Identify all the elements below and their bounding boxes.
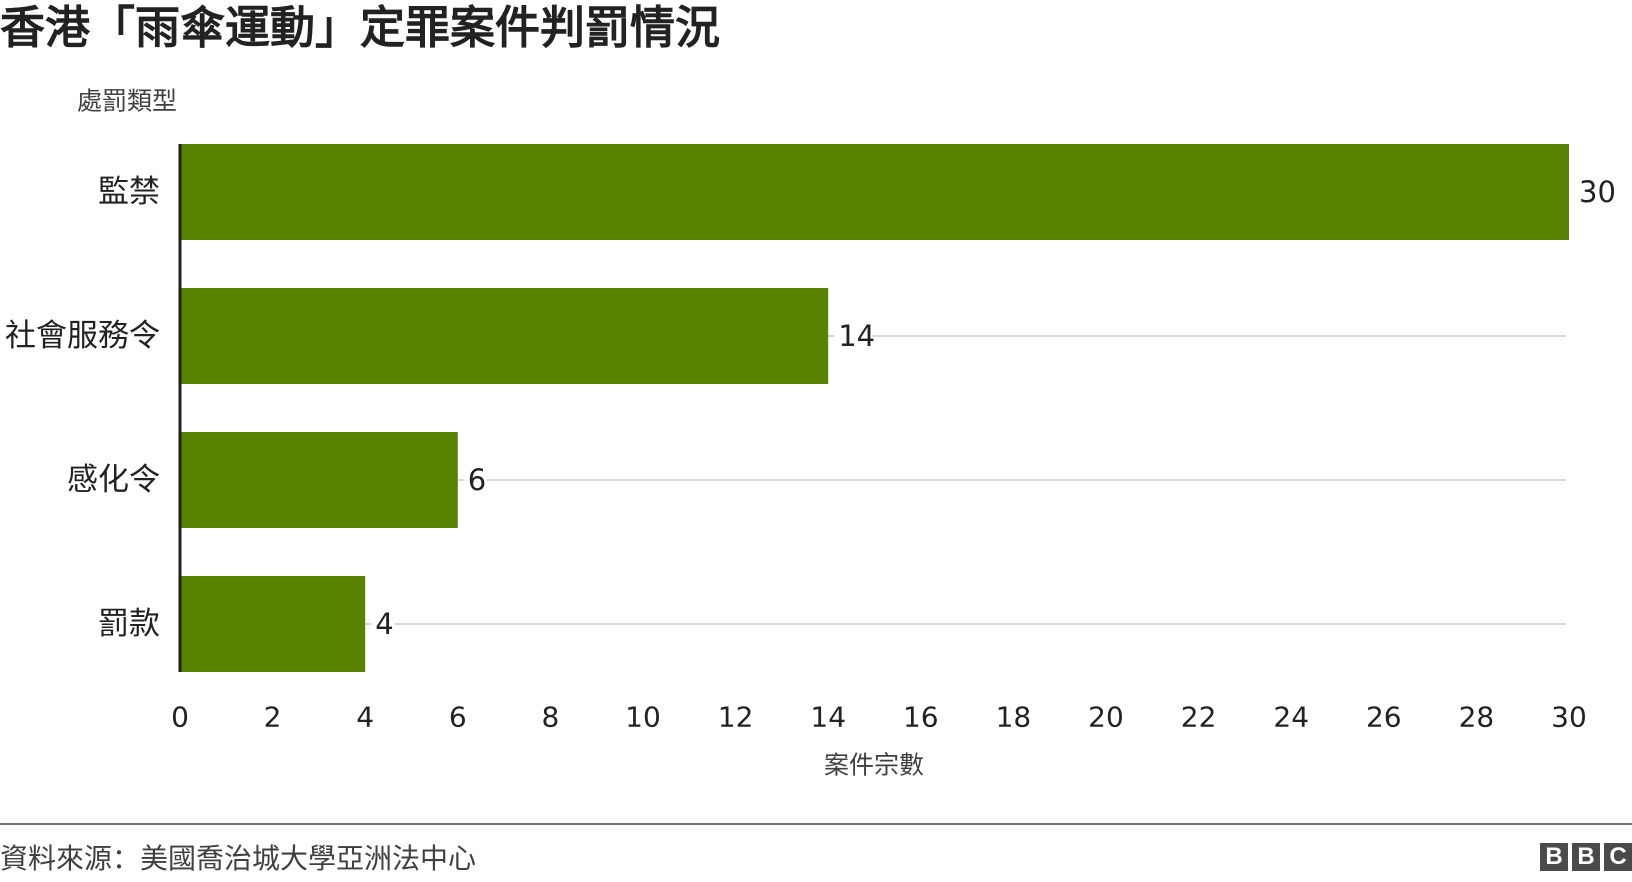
x-tick-label: 24 (1273, 701, 1309, 734)
x-tick-label: 10 (625, 701, 661, 734)
category-label: 感化令 (67, 462, 160, 498)
x-tick-label: 4 (356, 701, 374, 734)
bbc-logo: B B C (1540, 843, 1632, 871)
data-label-background (463, 464, 487, 496)
bbc-logo-letter: C (1604, 843, 1632, 871)
data-labels: 30 14 6 4 (371, 175, 1616, 641)
bars (180, 144, 1569, 672)
category-label: 監禁 (98, 174, 160, 210)
footer-divider (0, 823, 1632, 825)
x-tick-labels: 0 2 4 6 8 10 12 14 16 18 20 22 24 26 28 30 (171, 701, 1587, 734)
bbc-logo-letter: B (1540, 843, 1568, 871)
data-label: 6 (468, 463, 486, 497)
x-tick-label: 0 (171, 701, 189, 734)
x-tick-label: 16 (903, 701, 939, 734)
x-tick-label: 8 (541, 701, 559, 734)
x-tick-label: 30 (1551, 701, 1587, 734)
data-label: 4 (375, 607, 393, 641)
x-tick-label: 26 (1366, 701, 1402, 734)
bar (180, 288, 829, 384)
x-tick-label: 20 (1088, 701, 1124, 734)
data-label: 14 (838, 319, 875, 353)
data-label-background (371, 608, 395, 640)
bar (180, 432, 458, 528)
gridlines (365, 191, 1569, 625)
chart-title: 香港「雨傘運動」定罪案件判罰情況 (0, 1, 721, 54)
x-tick-label: 28 (1459, 701, 1495, 734)
category-label: 社會服務令 (5, 318, 160, 354)
x-axis-title: 案件宗數 (824, 751, 924, 780)
y-axis-title: 處罰類型 (77, 87, 177, 116)
x-tick-label: 2 (264, 701, 282, 734)
bbc-logo-letter: B (1572, 843, 1600, 871)
source-note: 資料來源：美國喬治城大學亞洲法中心 (0, 842, 477, 875)
x-tick-label: 18 (996, 701, 1032, 734)
data-label: 30 (1579, 175, 1616, 209)
x-tick-label: 12 (718, 701, 754, 734)
data-label-background (1575, 176, 1613, 208)
bar (180, 576, 366, 672)
category-label: 罰款 (98, 606, 160, 642)
x-tick-label: 22 (1181, 701, 1217, 734)
x-tick-label: 6 (449, 701, 467, 734)
x-tick-label: 14 (810, 701, 846, 734)
data-label-background (834, 320, 873, 352)
bar (180, 144, 1569, 240)
